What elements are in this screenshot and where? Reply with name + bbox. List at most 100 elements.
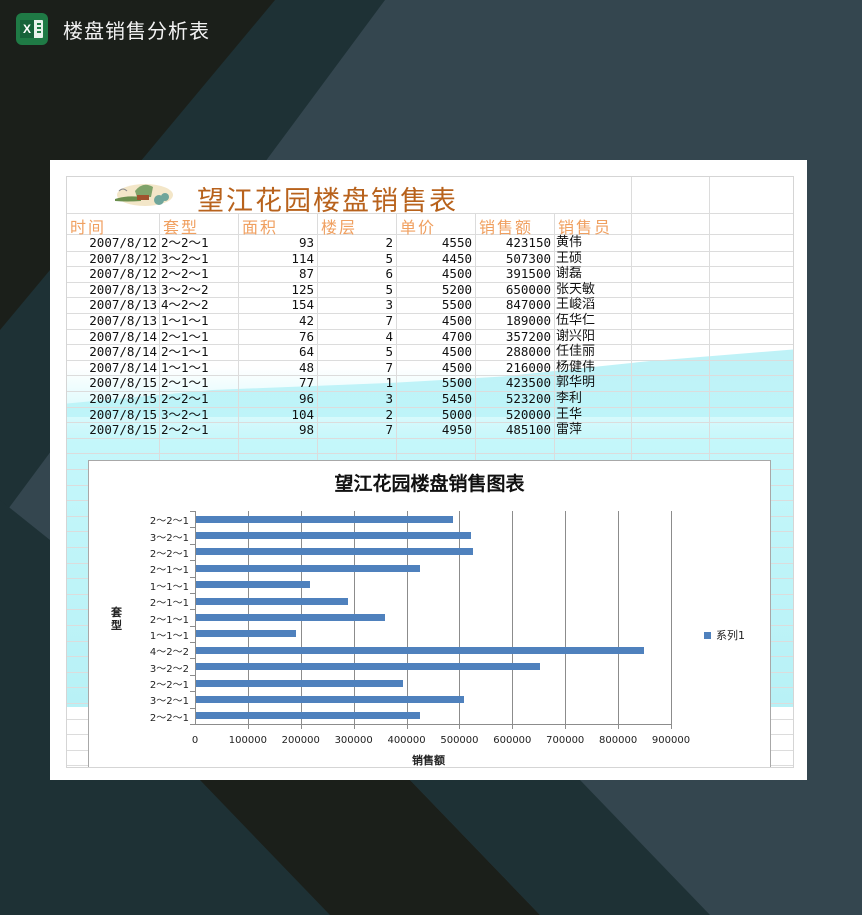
table-cell[interactable]: 4～2～2 <box>161 297 209 313</box>
table-cell[interactable]: 4950 <box>441 422 472 438</box>
column-header-sales[interactable]: 销售额 <box>479 218 534 237</box>
table-cell[interactable]: 2007/8/12 <box>89 235 157 250</box>
table-cell[interactable]: 507300 <box>505 250 551 266</box>
table-cell[interactable]: 523200 <box>505 391 551 406</box>
table-cell[interactable]: 5500 <box>441 297 472 313</box>
table-cell[interactable]: 2 <box>385 406 393 422</box>
bar[interactable] <box>196 597 349 605</box>
table-cell[interactable]: 125 <box>291 281 314 297</box>
column-header-unit-price[interactable]: 单价 <box>400 218 437 237</box>
table-cell[interactable]: 98 <box>298 422 314 438</box>
table-cell[interactable]: 650000 <box>505 281 551 297</box>
table-cell[interactable]: 114 <box>291 250 314 266</box>
table-cell[interactable]: 4500 <box>441 359 472 375</box>
table-cell[interactable]: 李利 <box>556 391 583 406</box>
bar-chart[interactable]: 望江花园楼盘销售图表 套型 2～2～1 3～2～1 2～2～1 3～2～2 4～2～2 1… <box>88 460 771 767</box>
bar[interactable] <box>196 712 420 720</box>
table-cell[interactable]: 2007/8/15 <box>89 375 157 391</box>
column-header-floor[interactable]: 楼层 <box>321 218 358 237</box>
table-cell[interactable]: 1～1～1 <box>161 313 209 328</box>
bar[interactable] <box>196 581 311 589</box>
table-cell[interactable]: 张天敏 <box>556 281 596 297</box>
table-cell[interactable]: 3～2～2 <box>161 281 209 297</box>
table-cell[interactable]: 任佳丽 <box>556 344 596 360</box>
table-cell[interactable]: 王硕 <box>556 250 583 266</box>
table-cell[interactable]: 2007/8/15 <box>89 406 157 422</box>
table-cell[interactable]: 104 <box>291 406 314 422</box>
column-header-time[interactable]: 时间 <box>70 218 107 237</box>
table-cell[interactable]: 4500 <box>441 266 472 282</box>
table-cell[interactable]: 王华 <box>556 406 583 422</box>
table-cell[interactable]: 2～2～1 <box>161 391 209 406</box>
table-cell[interactable]: 2～2～1 <box>161 422 209 438</box>
bar[interactable] <box>196 630 296 638</box>
table-cell[interactable]: 3 <box>385 391 393 406</box>
table-cell[interactable]: 谢兴阳 <box>556 328 596 344</box>
table-cell[interactable]: 93 <box>298 235 314 250</box>
table-cell[interactable]: 4450 <box>441 250 472 266</box>
table-cell[interactable]: 2007/8/12 <box>89 250 157 266</box>
table-cell[interactable]: 4550 <box>441 235 472 250</box>
table-cell[interactable]: 288000 <box>505 344 551 360</box>
table-cell[interactable]: 2～2～1 <box>161 235 209 250</box>
table-cell[interactable]: 4700 <box>441 328 472 344</box>
bar[interactable] <box>196 663 540 671</box>
bar[interactable] <box>196 564 420 572</box>
table-cell[interactable]: 王峻滔 <box>556 297 596 313</box>
table-cell[interactable]: 216000 <box>505 359 551 375</box>
table-cell[interactable]: 5500 <box>441 375 472 391</box>
bar[interactable] <box>196 679 404 687</box>
table-cell[interactable]: 1～1～1 <box>161 359 209 375</box>
table-cell[interactable]: 5450 <box>441 391 472 406</box>
table-cell[interactable]: 3～2～1 <box>161 250 209 266</box>
table-cell[interactable]: 4 <box>385 328 393 344</box>
table-cell[interactable]: 4500 <box>441 344 472 360</box>
table-cell[interactable]: 5000 <box>441 406 472 422</box>
bar[interactable] <box>196 614 385 621</box>
table-cell[interactable]: 2007/8/14 <box>89 344 157 360</box>
table-cell[interactable]: 2007/8/13 <box>89 297 157 313</box>
table-cell[interactable]: 2～1～1 <box>161 344 209 360</box>
table-cell[interactable]: 5200 <box>441 281 472 297</box>
table-cell[interactable]: 520000 <box>505 406 551 422</box>
table-cell[interactable]: 189000 <box>505 313 551 328</box>
table-cell[interactable]: 357200 <box>505 328 551 344</box>
table-cell[interactable]: 3 <box>385 297 393 313</box>
table-cell[interactable]: 423500 <box>505 375 551 391</box>
table-cell[interactable]: 391500 <box>505 266 551 282</box>
column-header-salesperson[interactable]: 销售员 <box>558 218 613 237</box>
table-cell[interactable]: 847000 <box>505 297 551 313</box>
table-cell[interactable]: 雷萍 <box>556 422 583 438</box>
table-cell[interactable]: 42 <box>298 313 314 328</box>
table-cell[interactable]: 2007/8/15 <box>89 422 157 438</box>
table-cell[interactable]: 5 <box>385 250 393 266</box>
table-cell[interactable]: 2007/8/14 <box>89 359 157 375</box>
table-cell[interactable]: 77 <box>298 375 314 391</box>
table-cell[interactable]: 4500 <box>441 313 472 328</box>
table-cell[interactable]: 2007/8/13 <box>89 281 157 297</box>
table-cell[interactable]: 5 <box>385 281 393 297</box>
table-cell[interactable]: 7 <box>385 359 393 375</box>
bar[interactable] <box>196 646 644 654</box>
table-cell[interactable]: 2007/8/14 <box>89 328 157 344</box>
table-cell[interactable]: 1 <box>385 375 393 391</box>
table-cell[interactable]: 7 <box>385 313 393 328</box>
table-cell[interactable]: 48 <box>298 359 314 375</box>
table-cell[interactable]: 2 <box>385 235 393 250</box>
table-cell[interactable]: 96 <box>298 391 314 406</box>
table-cell[interactable]: 郭华明 <box>556 375 596 391</box>
table-cell[interactable]: 2007/8/12 <box>89 266 157 282</box>
table-cell[interactable]: 2007/8/15 <box>89 391 157 406</box>
bar[interactable] <box>196 548 473 556</box>
table-cell[interactable]: 黄伟 <box>556 235 583 250</box>
table-cell[interactable]: 2～2～1 <box>161 266 209 282</box>
table-cell[interactable]: 423150 <box>505 235 551 250</box>
table-cell[interactable]: 2～1～1 <box>161 375 209 391</box>
table-cell[interactable]: 谢磊 <box>556 266 583 282</box>
column-header-type[interactable]: 套型 <box>163 218 200 237</box>
table-cell[interactable]: 485100 <box>505 422 551 438</box>
table-cell[interactable]: 2～1～1 <box>161 328 209 344</box>
table-cell[interactable]: 杨健伟 <box>556 359 596 375</box>
table-cell[interactable]: 87 <box>298 266 314 282</box>
table-cell[interactable]: 伍华仁 <box>556 313 596 328</box>
